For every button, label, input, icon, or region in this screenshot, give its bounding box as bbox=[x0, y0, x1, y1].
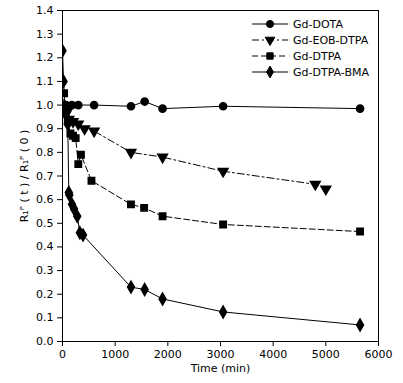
svg-text:0.2: 0.2 bbox=[36, 288, 54, 301]
html-text:Gd-DOTA: Gd-DOTA bbox=[293, 17, 343, 31]
svg-text:0.3: 0.3 bbox=[36, 264, 54, 277]
svg-text:0.1: 0.1 bbox=[36, 311, 54, 324]
svg-text:0.6: 0.6 bbox=[36, 193, 54, 206]
svg-text:2000: 2000 bbox=[154, 348, 182, 361]
svg-text:0.8: 0.8 bbox=[36, 146, 54, 159]
svg-text:1.0: 1.0 bbox=[36, 99, 54, 112]
svg-text:6000: 6000 bbox=[365, 348, 393, 361]
svg-text:1.2: 1.2 bbox=[36, 51, 54, 64]
svg-text:1.3: 1.3 bbox=[36, 28, 54, 41]
html-text:Gd-DTPA: Gd-DTPA bbox=[293, 49, 342, 63]
svg-text:0.9: 0.9 bbox=[36, 122, 54, 135]
svg-text:1.1: 1.1 bbox=[36, 75, 54, 88]
svg-text:R₁ᴾ ( t ) / R₁ᴾ ( 0 ): R₁ᴾ ( t ) / R₁ᴾ ( 0 ) bbox=[18, 130, 31, 223]
svg-text:3000: 3000 bbox=[207, 348, 235, 361]
svg-text:4000: 4000 bbox=[259, 348, 287, 361]
svg-text:0.0: 0.0 bbox=[36, 335, 54, 348]
html-text:Gd-EOB-DTPA: Gd-EOB-DTPA bbox=[293, 33, 369, 47]
svg-text:0.4: 0.4 bbox=[36, 240, 54, 253]
svg-text:Time (min): Time (min) bbox=[190, 362, 251, 375]
html-text:Gd-DTPA-BMA: Gd-DTPA-BMA bbox=[293, 65, 369, 79]
svg-text:0.5: 0.5 bbox=[36, 217, 54, 230]
svg-text:0: 0 bbox=[59, 348, 66, 361]
svg-text:1.4: 1.4 bbox=[36, 4, 54, 17]
svg-text:5000: 5000 bbox=[312, 348, 340, 361]
svg-text:0.7: 0.7 bbox=[36, 170, 54, 183]
svg-text:1000: 1000 bbox=[101, 348, 129, 361]
